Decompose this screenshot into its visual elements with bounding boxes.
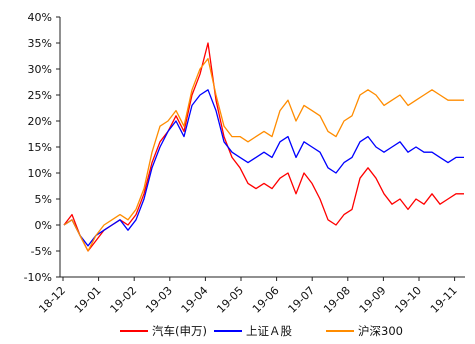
series-line-0 — [63, 42, 464, 252]
y-tick-label: 20% — [28, 115, 52, 128]
y-tick-label: 30% — [28, 63, 52, 76]
x-tick-label: 19-09 — [357, 284, 389, 316]
legend-label-1: 上证Ａ股 — [246, 324, 292, 338]
x-tick-label: 19-05 — [214, 284, 246, 316]
x-tick-label: 18-12 — [36, 284, 68, 316]
x-axis: 18-12 19-01 19-02 19-03 19-04 19-05 19-06 19-07… — [36, 276, 465, 316]
y-tick-label: 25% — [28, 89, 52, 102]
x-tick-label: 19-08 — [321, 284, 353, 316]
series-layer — [63, 42, 464, 252]
legend-label-2: 沪深300 — [358, 324, 403, 338]
y-tick-label: 5% — [35, 193, 52, 206]
x-tick-label: 19-02 — [108, 284, 140, 316]
series-line-1 — [63, 89, 464, 247]
x-tick-label: 19-10 — [392, 284, 424, 316]
y-tick-label: 35% — [28, 37, 52, 50]
y-tick-label: 10% — [28, 167, 52, 180]
y-tick-label: 40% — [28, 11, 52, 24]
y-tick-label: 15% — [28, 141, 52, 154]
x-tick-label: 19-04 — [179, 284, 211, 316]
y-tick-label: -5% — [31, 245, 52, 258]
y-tick-label: -10% — [24, 271, 52, 284]
x-tick-label: 19-03 — [143, 284, 175, 316]
legend-label-0: 汽车(申万) — [152, 324, 207, 338]
y-tick-label: 0% — [35, 219, 52, 232]
x-tick-label: 19-11 — [428, 284, 460, 316]
x-tick-label: 19-07 — [286, 284, 318, 316]
x-tick-label: 19-01 — [72, 284, 104, 316]
series-line-2 — [63, 57, 464, 252]
legend: 汽车(申万) 上证Ａ股 沪深300 — [120, 324, 403, 338]
y-axis: 40% 35% 30% 25% 20% 15% 10% 5% 0% -5% -10% — [24, 11, 61, 284]
x-tick-label: 19-06 — [250, 284, 282, 316]
